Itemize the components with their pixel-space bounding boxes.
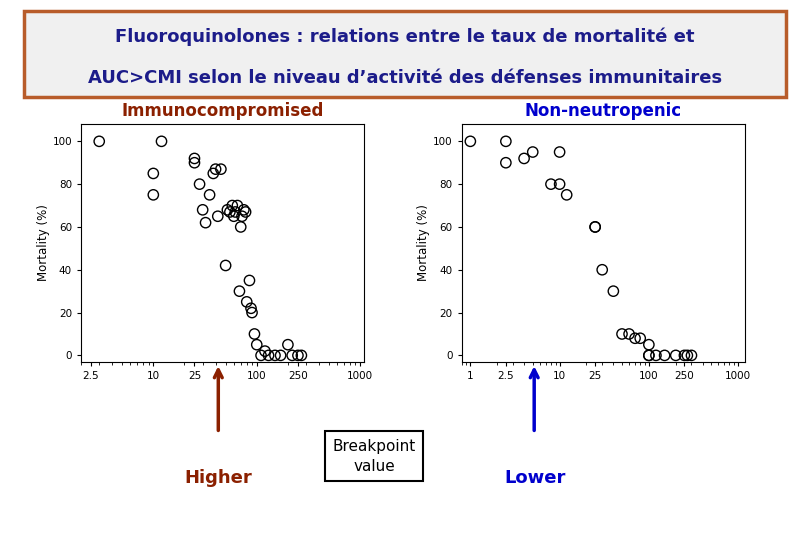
Point [199, 218, 212, 227]
Point [589, 222, 602, 231]
Text: Lower: Lower [504, 469, 565, 487]
Point [268, 351, 281, 360]
Point [526, 148, 539, 157]
Point [258, 347, 271, 355]
Point [234, 222, 247, 231]
Y-axis label: Mortality (%): Mortality (%) [36, 205, 49, 281]
Text: Non-neutropenic: Non-neutropenic [525, 102, 682, 120]
Point [262, 351, 275, 360]
Point [226, 201, 239, 210]
Point [237, 206, 250, 214]
Point [193, 180, 206, 188]
Point [228, 212, 241, 220]
Point [669, 351, 682, 360]
Point [595, 266, 608, 274]
Point [203, 191, 216, 199]
Point [92, 137, 105, 146]
Point [607, 287, 620, 295]
Point [211, 212, 224, 220]
Point [685, 351, 698, 360]
Point [589, 222, 602, 231]
Point [243, 276, 256, 285]
Point [228, 208, 241, 217]
Point [633, 334, 646, 342]
Point [650, 351, 663, 360]
Point [286, 351, 299, 360]
Point [209, 165, 222, 173]
Point [188, 158, 201, 167]
Point [233, 287, 246, 295]
Point [500, 137, 513, 146]
Point [642, 351, 655, 360]
Text: Higher: Higher [185, 469, 253, 487]
Point [231, 201, 244, 210]
FancyBboxPatch shape [24, 11, 786, 97]
Y-axis label: Mortality (%): Mortality (%) [417, 205, 430, 281]
Point [196, 206, 209, 214]
Point [239, 208, 252, 217]
Point [642, 351, 655, 360]
Text: AUC>CMI selon le niveau d’activité des défenses immunitaires: AUC>CMI selon le niveau d’activité des d… [88, 69, 722, 87]
Text: Immunocompromised: Immunocompromised [122, 102, 324, 120]
Point [254, 351, 267, 360]
Point [224, 208, 237, 217]
Point [561, 191, 573, 199]
Point [215, 165, 228, 173]
Text: Fluoroquinolones : relations entre le taux de mortalité et: Fluoroquinolones : relations entre le ta… [115, 28, 695, 46]
Text: Breakpoint
value: Breakpoint value [333, 439, 416, 474]
Point [681, 351, 694, 360]
Point [221, 206, 234, 214]
Point [553, 180, 566, 188]
Point [147, 169, 160, 178]
Point [292, 351, 305, 360]
Point [500, 158, 513, 167]
Point [464, 137, 477, 146]
Point [629, 334, 642, 342]
Point [250, 340, 263, 349]
Point [623, 329, 636, 338]
Point [678, 351, 691, 360]
Point [248, 329, 261, 338]
Point [155, 137, 168, 146]
Point [616, 329, 629, 338]
Point [658, 351, 671, 360]
Point [220, 261, 232, 270]
Point [245, 308, 258, 317]
Point [274, 351, 287, 360]
Point [207, 169, 220, 178]
Point [518, 154, 531, 163]
Point [236, 212, 249, 220]
Point [241, 298, 254, 306]
Point [245, 304, 258, 313]
Point [544, 180, 557, 188]
Point [642, 340, 655, 349]
Point [553, 148, 566, 157]
Point [295, 351, 308, 360]
Point [281, 340, 294, 349]
Point [147, 191, 160, 199]
Point [188, 154, 201, 163]
